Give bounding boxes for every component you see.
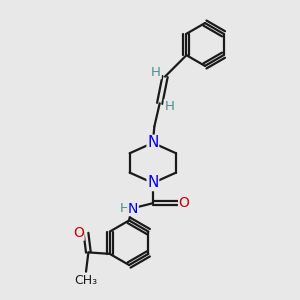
Text: N: N [147,176,159,190]
Text: N: N [147,135,159,150]
Text: H: H [120,202,130,215]
Text: O: O [73,226,84,240]
Text: CH₃: CH₃ [74,274,98,286]
Text: H: H [164,100,174,113]
Text: H: H [151,66,161,79]
Text: N: N [128,202,138,216]
Text: O: O [178,196,190,210]
